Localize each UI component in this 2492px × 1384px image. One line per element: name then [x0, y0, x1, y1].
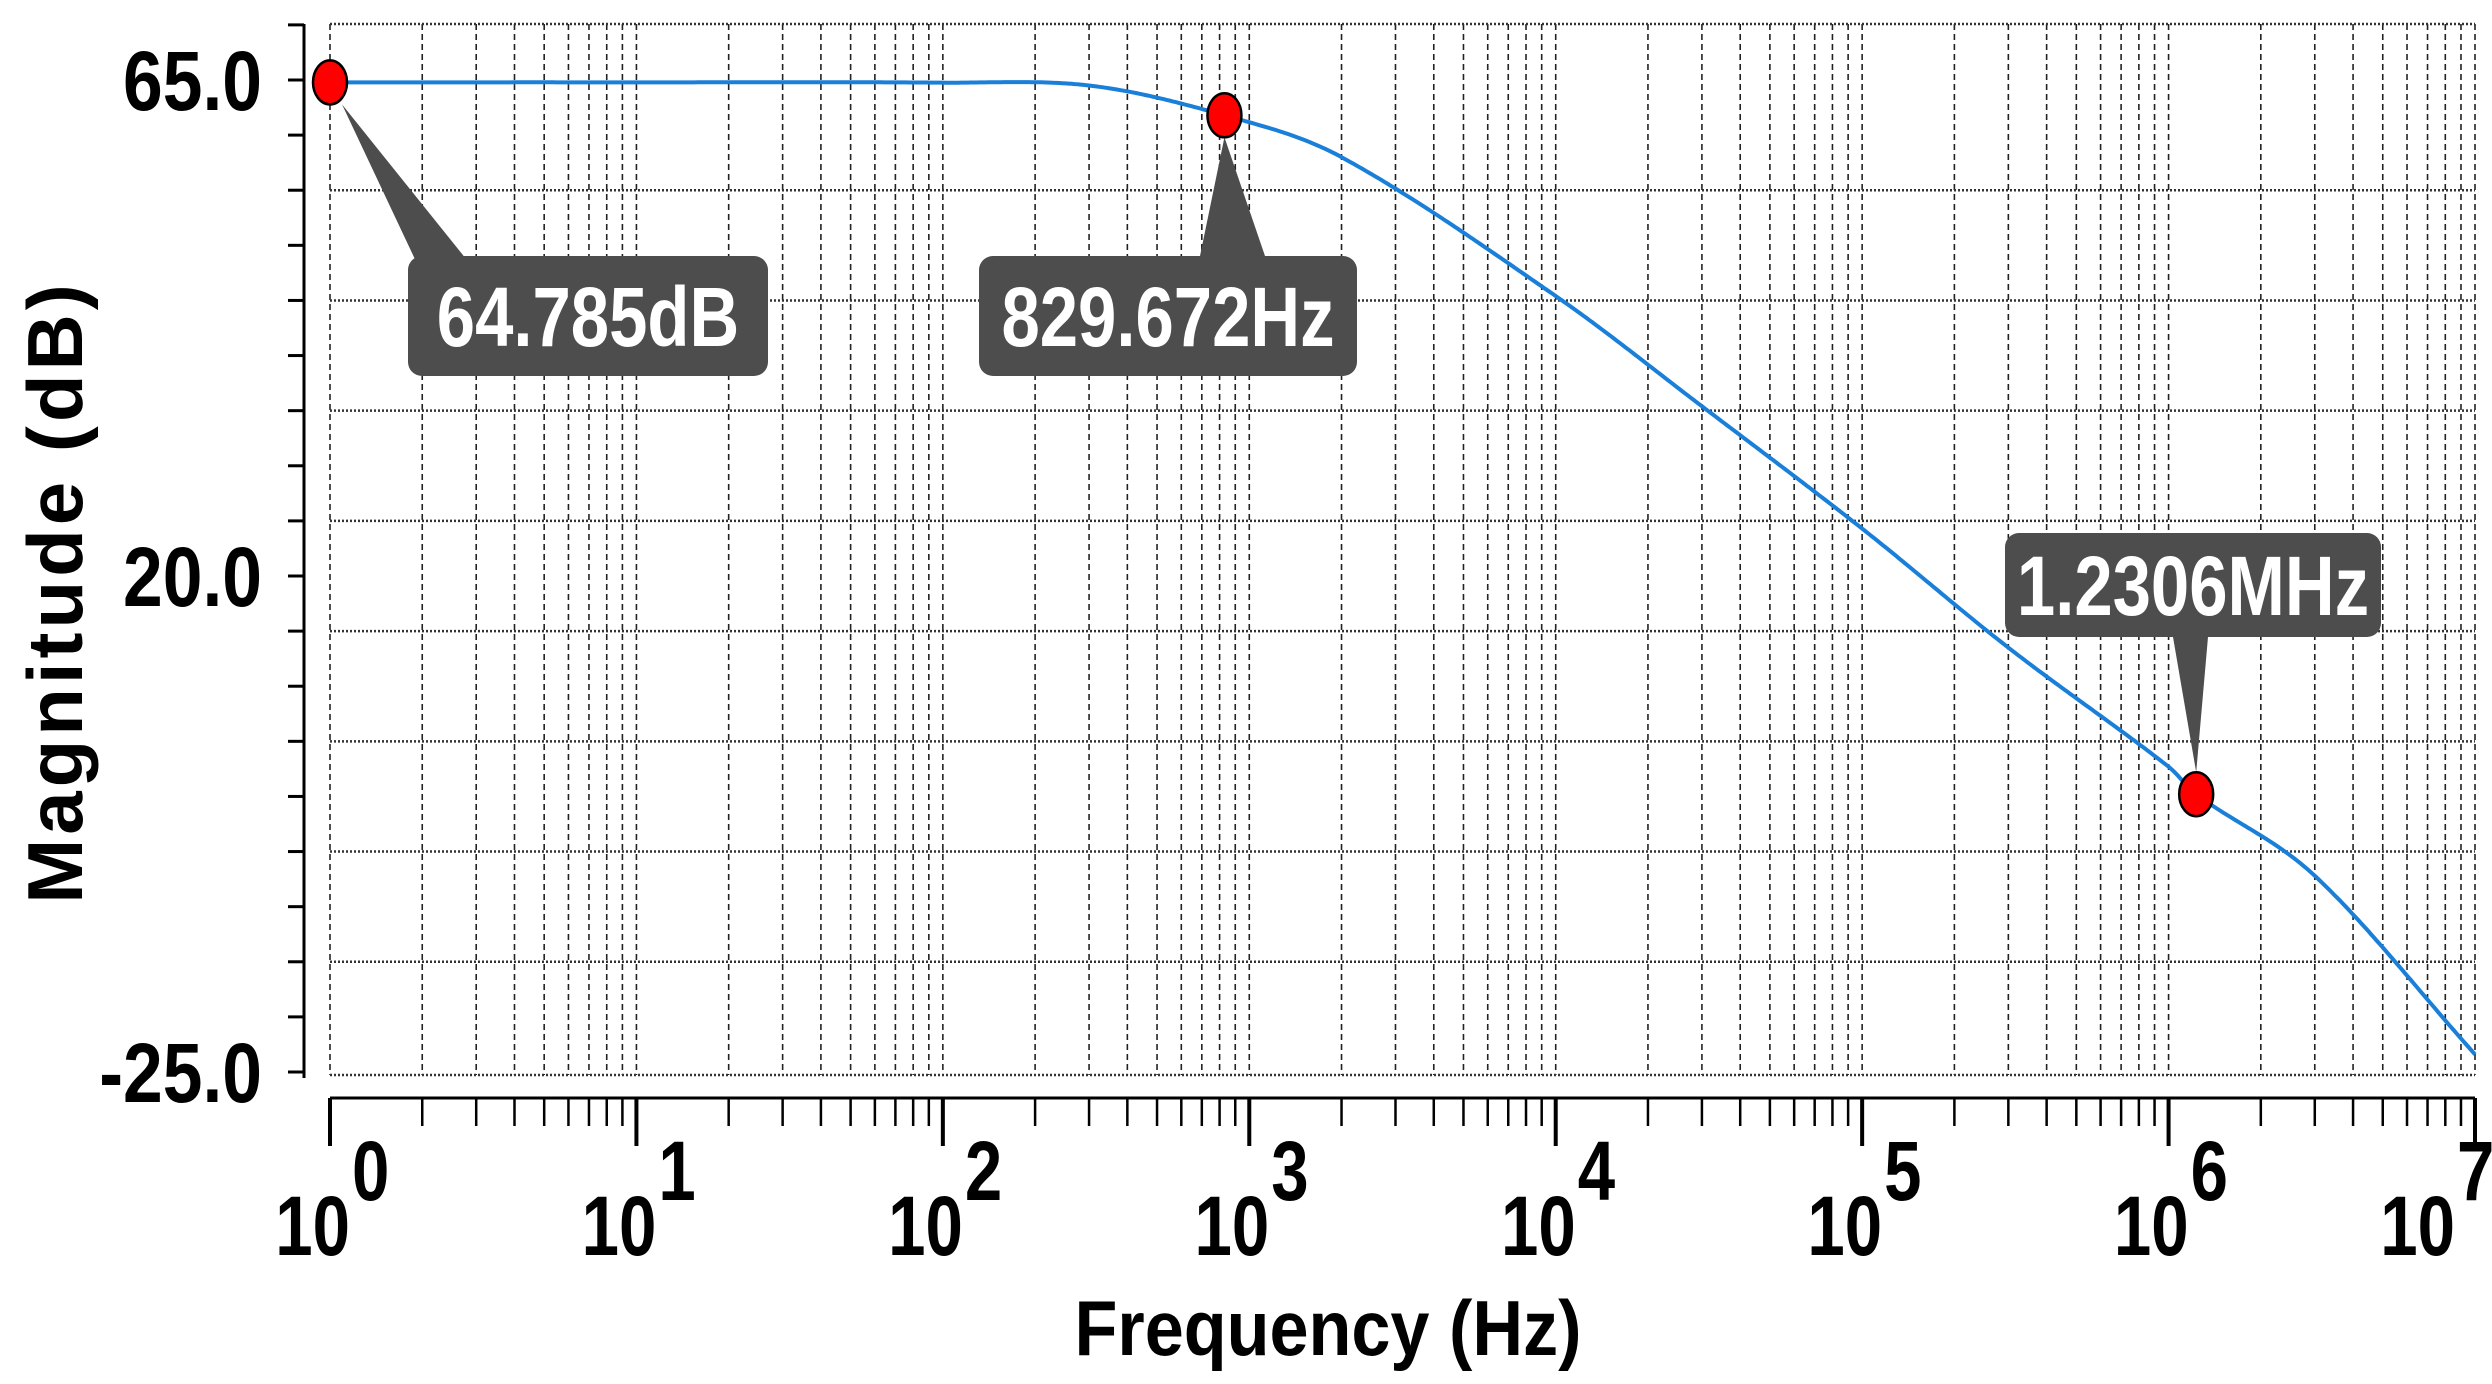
annotation-label: 829.672Hz [1001, 271, 1334, 365]
x-tick-label-base: 10 [582, 1180, 657, 1274]
x-tick-label-base: 10 [275, 1180, 350, 1274]
x-tick-label-exponent: 5 [1884, 1125, 1921, 1219]
x-tick-label-exponent: 6 [2191, 1125, 2228, 1219]
x-tick-label-exponent: 3 [1271, 1125, 1308, 1219]
x-tick-label: 102 [888, 1125, 1002, 1274]
y-tick-label: 65.0 [123, 33, 262, 128]
x-tick-label-base: 10 [2114, 1180, 2189, 1274]
annotation-pointer [1200, 137, 1265, 256]
x-tick-label-exponent: 0 [352, 1125, 389, 1219]
annotation-label: 1.2306MHz [2017, 540, 2369, 634]
annotation-box [979, 256, 1357, 376]
grid [329, 22, 2476, 1077]
y-ticks: 65.0 20.0 -25.0 [99, 23, 304, 1120]
data-marker [311, 59, 349, 106]
marker-annotation: 64.785dB [342, 104, 768, 376]
annotation-box [2005, 533, 2381, 637]
axes [302, 24, 2475, 1100]
x-tick-label: 105 [1807, 1125, 1921, 1274]
annotation-pointer [2173, 637, 2208, 773]
x-tick-label-base: 10 [1807, 1180, 1882, 1274]
x-axis-title: Frequency (Hz) [1075, 1285, 1582, 1372]
x-tick-label: 107 [2380, 1125, 2492, 1274]
data-marker [1206, 92, 1243, 139]
x-tick-label: 101 [582, 1125, 696, 1274]
annotation-pointer [342, 104, 560, 376]
marker-annotation: 1.2306MHz [2005, 533, 2381, 773]
annotations: 64.785dB 829.672Hz 1.2306MHz [342, 104, 2381, 773]
series-line [330, 80, 2477, 1056]
x-tick-label-exponent: 4 [1578, 1125, 1615, 1219]
annotation-label: 64.785dB [437, 271, 739, 365]
annotation-box [408, 256, 768, 376]
x-tick-label-base: 10 [2380, 1180, 2455, 1274]
y-tick-label: -25.0 [99, 1025, 262, 1120]
marker-annotation: 829.672Hz [979, 137, 1357, 376]
x-tick-label: 100 [275, 1125, 389, 1274]
x-tick-label-base: 10 [1195, 1180, 1270, 1274]
x-tick-label: 103 [1195, 1125, 1309, 1274]
x-tick-label-base: 10 [888, 1180, 963, 1274]
x-tick-label: 104 [1501, 1125, 1615, 1274]
x-tick-label-base: 10 [1501, 1180, 1576, 1274]
x-tick-label-exponent: 1 [658, 1125, 695, 1219]
y-tick-label: 20.0 [123, 529, 262, 624]
data-marker [2177, 770, 2215, 818]
y-axis-title: Magnitude (dB) [11, 280, 99, 904]
x-tick-label-exponent: 2 [965, 1125, 1002, 1219]
x-tick-label: 106 [2114, 1125, 2228, 1274]
markers [311, 59, 2215, 818]
x-tick-label-exponent: 7 [2457, 1125, 2492, 1219]
